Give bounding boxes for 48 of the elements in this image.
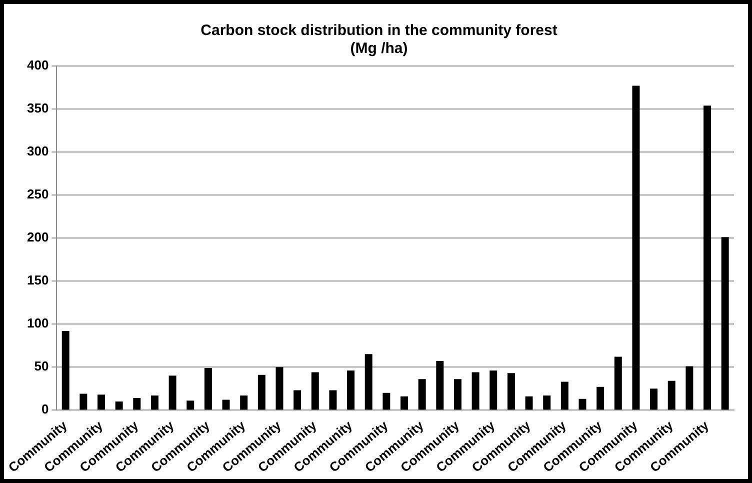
bar xyxy=(418,379,426,410)
bar xyxy=(632,86,640,410)
bar xyxy=(311,372,319,410)
bar xyxy=(115,401,123,410)
y-tick-label: 0 xyxy=(41,402,49,417)
bar xyxy=(436,361,444,410)
bar xyxy=(258,374,266,410)
bar xyxy=(454,379,462,410)
y-tick-label: 50 xyxy=(34,358,49,374)
bar xyxy=(596,386,604,410)
y-tick-label: 300 xyxy=(26,144,49,159)
y-tick-label: 350 xyxy=(26,100,49,116)
bar xyxy=(507,373,515,410)
y-tick-label: 250 xyxy=(26,186,49,202)
bar xyxy=(382,392,390,410)
bar xyxy=(560,382,568,410)
bar xyxy=(150,395,158,410)
bar xyxy=(400,396,408,410)
bar xyxy=(614,356,622,410)
bar xyxy=(578,398,586,410)
bar xyxy=(294,390,302,410)
bar xyxy=(240,395,248,410)
bar xyxy=(347,370,355,410)
bar xyxy=(62,330,70,410)
bar xyxy=(668,380,676,410)
bar xyxy=(276,367,284,410)
bar xyxy=(721,237,729,410)
bar xyxy=(186,400,194,410)
y-tick-label: 200 xyxy=(26,230,49,245)
bar xyxy=(204,368,212,410)
bar xyxy=(222,400,230,410)
bar xyxy=(490,370,498,410)
bar xyxy=(98,394,105,410)
chart-title: Carbon stock distribution in the community forest (Mg /ha) xyxy=(200,22,558,58)
bar xyxy=(686,366,694,410)
bar xyxy=(133,398,141,410)
bar xyxy=(168,376,176,410)
bar xyxy=(472,372,480,410)
y-tick-label: 400 xyxy=(26,58,49,73)
bar xyxy=(329,390,337,410)
bar xyxy=(543,395,551,410)
bar xyxy=(650,388,658,410)
bar xyxy=(364,354,372,410)
bar xyxy=(80,394,88,410)
y-tick-label: 150 xyxy=(26,272,49,288)
y-tick-label: 100 xyxy=(26,316,49,331)
bar xyxy=(704,106,712,410)
bar xyxy=(525,396,533,410)
